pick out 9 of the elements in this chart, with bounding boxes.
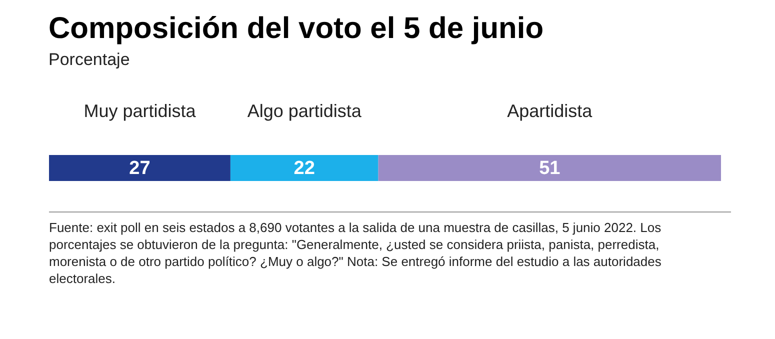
source-note: Fuente: exit poll en seis estados a 8,690 votantes a la salida de una muestra de casillas, 5 junio 2022. Los porcentajes se obtuvieron de la pregunta: "Generalmente, ¿usted se considera priista, panista, perredista, morenista o de otro partido político? ¿Muy o algo?" Nota: Se entregó informe del estudio a las autoridades electorales. — [49, 220, 662, 286]
series-label: Muy partidista — [84, 101, 197, 121]
series-label: Apartidista — [507, 101, 594, 121]
data-label: 27 — [129, 158, 150, 179]
chart-subtitle: Porcentaje — [48, 50, 130, 69]
data-label: 22 — [294, 158, 315, 179]
series-label: Algo partidista — [247, 101, 362, 121]
chart-title: Composición del voto el 5 de junio — [48, 12, 544, 45]
data-label: 51 — [539, 158, 561, 179]
